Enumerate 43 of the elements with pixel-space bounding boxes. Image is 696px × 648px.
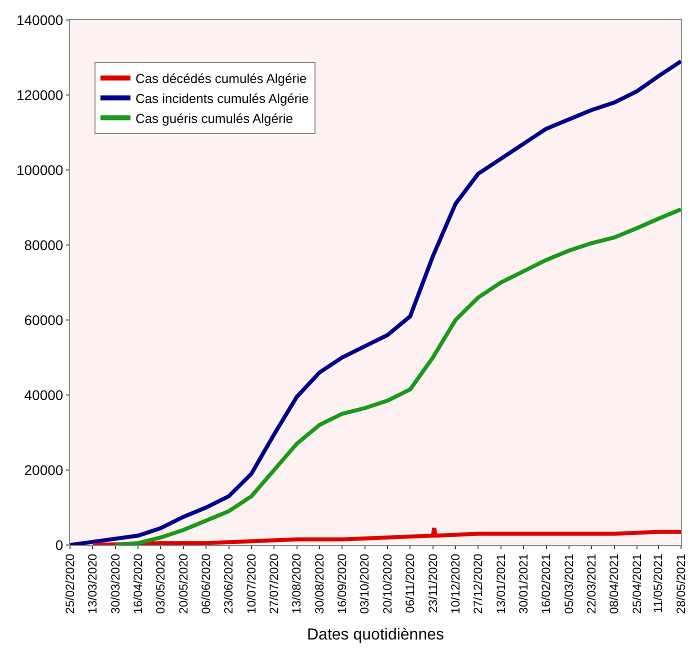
y-tick-label: 0 <box>55 536 64 553</box>
x-axis-title: Dates quotidiènnes <box>307 626 444 644</box>
y-tick-label: 40000 <box>24 386 64 403</box>
x-tick-label: 06/11/2020 <box>403 553 418 613</box>
x-tick-label: 27/07/2020 <box>267 553 282 614</box>
y-tick-label: 120000 <box>16 86 64 103</box>
x-tick-label: 16/09/2020 <box>335 553 350 614</box>
x-tick-label: 06/06/2020 <box>198 553 213 614</box>
x-tick-label: 13/08/2020 <box>290 553 304 614</box>
x-tick-label: 28/05/2021 <box>674 553 688 614</box>
legend-label: Cas guéris cumulés Algérie <box>135 110 293 126</box>
x-tick-label: 20/10/2020 <box>380 553 394 614</box>
x-tick-label: 30/08/2020 <box>312 553 326 614</box>
line-series <box>113 207 681 545</box>
line-series <box>70 59 681 545</box>
x-tick-label: 23/06/2020 <box>222 553 236 614</box>
x-tick-label: 13/03/2020 <box>86 553 100 614</box>
x-tick-label: 20/05/2020 <box>176 553 190 614</box>
x-tick-label: 03/05/2020 <box>154 553 168 614</box>
x-tick-label: 27/12/2020 <box>471 553 486 614</box>
x-tick-label: 22/03/2021 <box>584 553 599 614</box>
y-tick-label: 80000 <box>24 236 64 253</box>
y-tick-label: 60000 <box>24 312 64 328</box>
x-tick-label: 05/03/2021 <box>562 553 576 614</box>
x-tick-label: 08/04/2021 <box>607 553 622 614</box>
x-tick-label: 16/04/2020 <box>130 553 145 614</box>
x-tick-label: 30/01/2021 <box>516 553 530 614</box>
legend-label: Cas décédés cumulés Algérie <box>135 71 307 86</box>
y-tick-label: 20000 <box>24 462 64 478</box>
x-tick-label: 23/11/2020 <box>426 553 440 613</box>
x-tick-label: 03/10/2020 <box>358 553 372 614</box>
x-tick-label: 30/03/2020 <box>108 553 122 614</box>
y-tick-label: 100000 <box>16 162 64 178</box>
x-tick-label: 10/07/2020 <box>244 553 258 614</box>
x-tick-label: 13/01/2021 <box>494 553 508 614</box>
line-series <box>90 526 681 545</box>
legend-label: Cas incidents cumulés Algérie <box>135 90 309 106</box>
x-tick-label: 11/05/2021 <box>651 553 666 613</box>
y-tick-label: 140000 <box>16 12 64 28</box>
x-tick-label: 10/12/2020 <box>448 553 462 614</box>
x-tick-label: 16/02/2021 <box>539 553 554 614</box>
x-tick-label: 25/02/2020 <box>62 553 77 614</box>
x-tick-label: 25/04/2021 <box>630 553 644 614</box>
